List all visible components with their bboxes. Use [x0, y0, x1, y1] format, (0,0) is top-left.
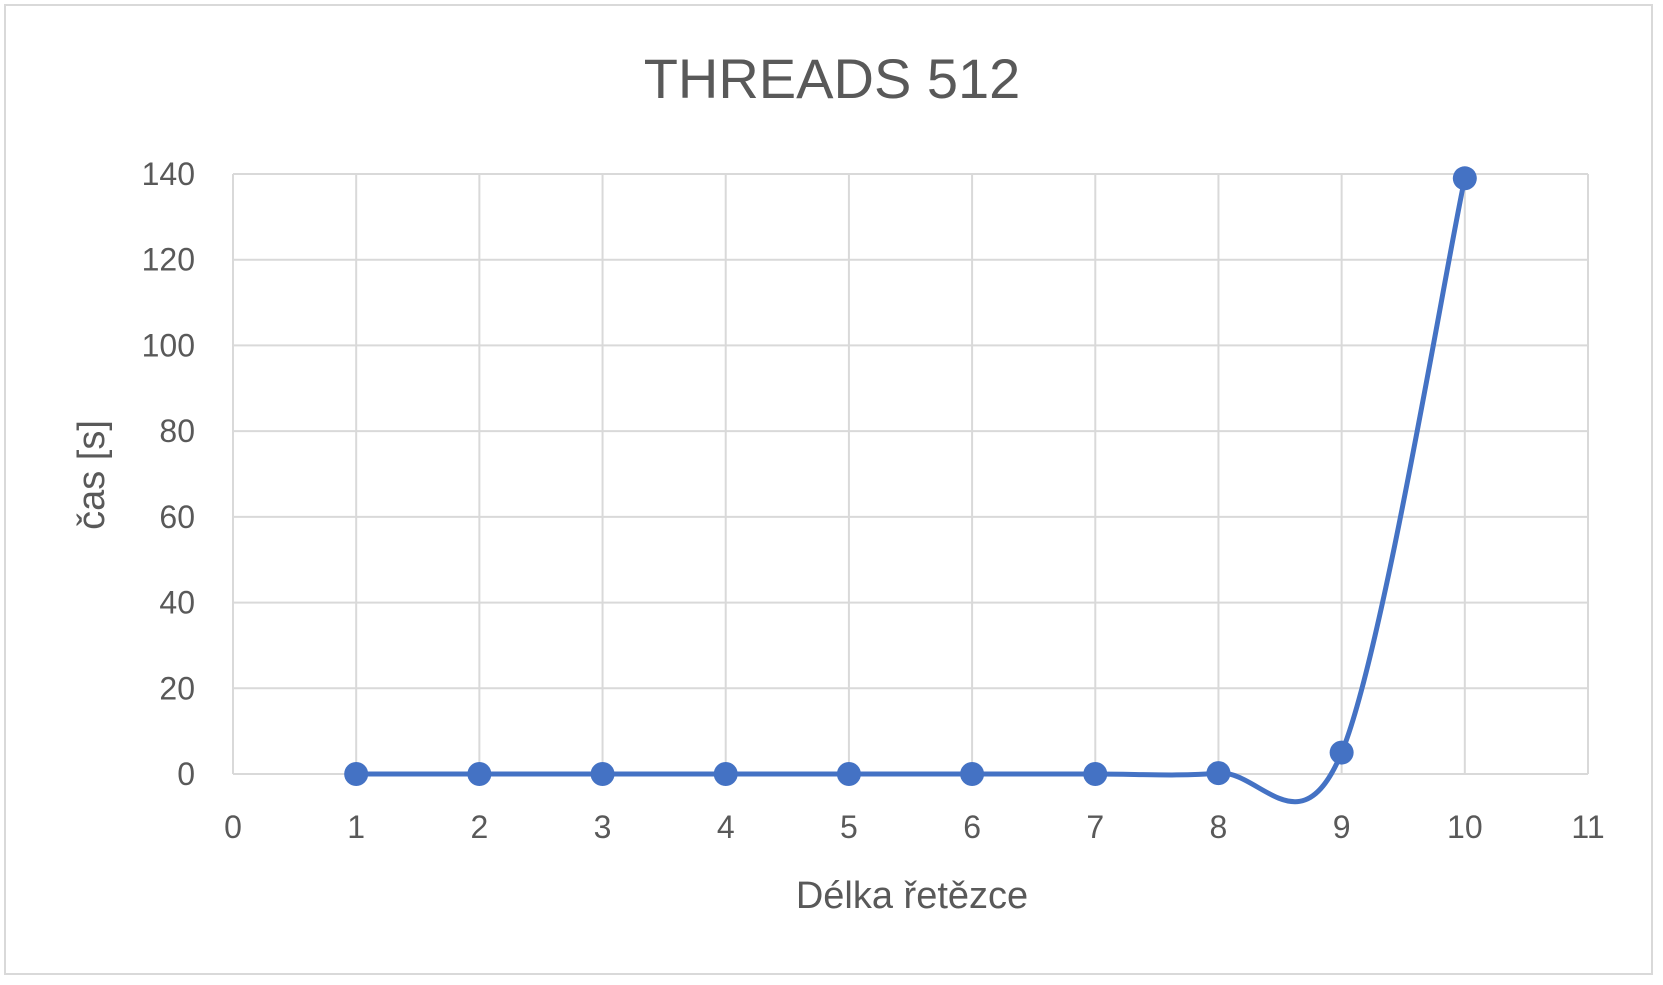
y-tick-label: 20: [159, 670, 195, 706]
x-tick-label: 4: [717, 809, 735, 845]
data-point: [590, 762, 615, 786]
data-point: [344, 762, 369, 786]
x-tick-label: 1: [347, 809, 365, 845]
series-line: [353, 175, 1468, 805]
x-tick-label: 10: [1447, 809, 1483, 845]
data-point: [1083, 762, 1108, 786]
x-tick-label: 9: [1333, 809, 1351, 845]
x-tick-label: 6: [963, 809, 981, 845]
y-tick-label: 0: [177, 756, 195, 792]
x-tick-label: 5: [840, 809, 858, 845]
data-point: [1329, 740, 1354, 765]
y-tick-label: 100: [142, 327, 195, 363]
y-axis-title: čas [s]: [71, 420, 113, 530]
y-tick-label: 40: [159, 585, 195, 621]
chart-title: THREADS 512: [644, 47, 1021, 110]
y-tick-label: 80: [159, 413, 195, 449]
tick-labels: 0 20 40 60 80 100 120 140 0 1 2 3 4 5 6 7 8 9 10 11: [142, 156, 1605, 845]
series: [344, 166, 1477, 805]
y-tick-label: 120: [142, 242, 195, 278]
y-tick-label: 60: [159, 499, 195, 535]
data-point: [960, 762, 985, 786]
x-tick-label: 7: [1086, 809, 1104, 845]
chart-frame: [4, 4, 1653, 975]
x-tick-label: 2: [470, 809, 488, 845]
grid: [232, 173, 1589, 774]
data-point: [836, 762, 861, 786]
x-tick-label: 0: [224, 809, 242, 845]
x-tick-label: 8: [1210, 809, 1228, 845]
data-point: [467, 762, 492, 786]
x-axis-title: Délka řetězce: [796, 875, 1028, 917]
x-tick-label: 11: [1571, 809, 1604, 845]
x-tick-label: 3: [594, 809, 612, 845]
data-point: [1206, 761, 1231, 786]
data-point: [1452, 166, 1477, 191]
data-point: [713, 762, 738, 786]
y-tick-label: 140: [142, 156, 195, 192]
